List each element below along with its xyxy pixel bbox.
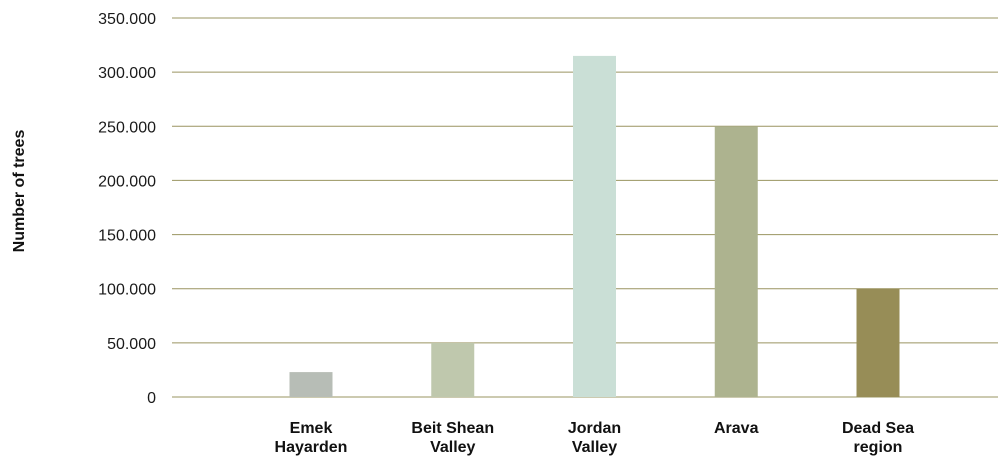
y-tick-label: 150.000: [98, 228, 156, 245]
x-category-label: Jordan Valley: [568, 420, 621, 456]
bar: [856, 288, 900, 397]
x-category-label-line: Dead Sea: [842, 420, 914, 437]
y-tick-label: 350.000: [98, 11, 156, 28]
x-category-label-line: Hayarden: [275, 439, 348, 456]
bar: [714, 126, 758, 398]
x-axis-categories: Emek Hayarden Beit Shean Valley Jordan Valley…: [275, 420, 915, 456]
x-category-label: Beit Shean Valley: [411, 420, 494, 456]
y-tick-label: 100.000: [98, 282, 156, 299]
x-category-label-line: Valley: [572, 439, 617, 456]
x-category-label-line: Emek: [290, 420, 333, 437]
bar: [573, 55, 616, 398]
x-category-label-line: Valley: [430, 439, 475, 456]
x-category-label: Emek Hayarden: [275, 420, 348, 456]
y-tick-label: 200.000: [98, 173, 156, 190]
x-category-label-line: region: [854, 439, 903, 456]
y-axis-ticks: 0 50.000 100.000 150.000 200.000 250.000 300.0…: [98, 11, 156, 407]
y-axis-title: Number of trees: [11, 130, 28, 253]
x-category-label: Dead Sea region: [842, 420, 914, 456]
y-tick-label: 250.000: [98, 119, 156, 136]
y-tick-label: 300.000: [98, 65, 156, 82]
y-tick-label: 50.000: [107, 336, 156, 353]
x-category-label-line: Arava: [714, 420, 759, 437]
x-category-label: Arava: [714, 420, 759, 437]
x-category-label-line: Jordan: [568, 420, 621, 437]
bar: [431, 342, 475, 397]
x-category-label-line: Beit Shean: [411, 420, 494, 437]
bars: [289, 55, 900, 398]
bar: [289, 372, 333, 397]
y-tick-label: 0: [147, 390, 156, 407]
